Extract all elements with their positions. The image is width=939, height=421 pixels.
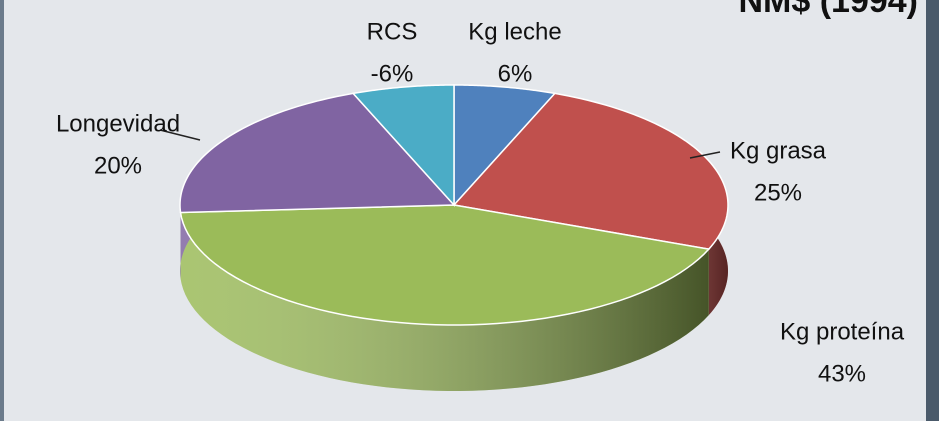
value-label: 20%	[94, 152, 142, 179]
slice	[453, 84, 557, 207]
frame-edge	[0, 0, 4, 421]
category-label: Longevidad	[56, 110, 180, 137]
value-label: -6%	[371, 60, 414, 87]
value-label: 25%	[754, 179, 802, 206]
chart-title: NM$ (1994)	[738, 0, 918, 20]
leader-line	[159, 129, 201, 141]
slice	[179, 92, 456, 214]
category-label: RCS	[367, 18, 418, 45]
slice-side-shade	[180, 212, 709, 391]
category-label: Kg grasa	[730, 137, 827, 164]
value-label: 6%	[498, 60, 533, 87]
frame-edge	[926, 0, 939, 421]
category-label: Kg leche	[468, 18, 561, 45]
slice	[179, 204, 711, 326]
category-label: Kg proteína	[780, 318, 905, 345]
value-label: 43%	[818, 360, 866, 387]
slice	[452, 92, 729, 250]
leader-line	[689, 151, 721, 159]
slice	[351, 84, 455, 207]
